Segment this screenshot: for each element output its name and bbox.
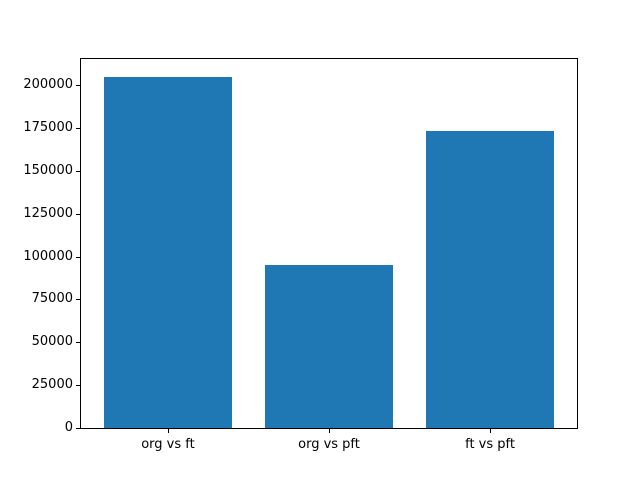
y-tick-mark <box>76 342 80 344</box>
plot-area: org vs ft org vs pft ft vs pft 0 25000 50000 7… <box>23 58 578 452</box>
y-tick-label: 75000 <box>31 291 73 307</box>
y-tick-label: 50000 <box>31 334 73 350</box>
y-tick-mark <box>76 85 80 87</box>
x-tick-label: org vs pft <box>298 437 360 452</box>
y-tick-mark <box>76 428 80 429</box>
x-tick-mark <box>167 429 169 433</box>
y-tick-label: 100000 <box>23 248 73 264</box>
bar <box>264 265 394 428</box>
x-tick-mark <box>490 429 492 433</box>
y-tick-label: 25000 <box>31 377 73 393</box>
y-tick-mark <box>76 256 80 258</box>
y-tick-mark <box>76 128 80 129</box>
x-tick-label: ft vs pft <box>465 437 515 452</box>
x-tick-mark <box>329 429 330 433</box>
y-tick-mark <box>76 299 80 301</box>
y-tick-mark <box>76 213 80 215</box>
x-tick-label: org vs ft <box>141 437 195 452</box>
y-tick-mark <box>76 170 80 172</box>
bar <box>425 131 555 428</box>
y-tick-label: 125000 <box>23 205 73 221</box>
y-tick-label: 150000 <box>23 162 73 178</box>
y-tick-mark <box>76 385 80 387</box>
bar <box>103 76 233 428</box>
y-tick-label: 200000 <box>23 77 73 93</box>
y-tick-label: 175000 <box>23 120 73 135</box>
y-tick-label: 0 <box>64 420 73 435</box>
